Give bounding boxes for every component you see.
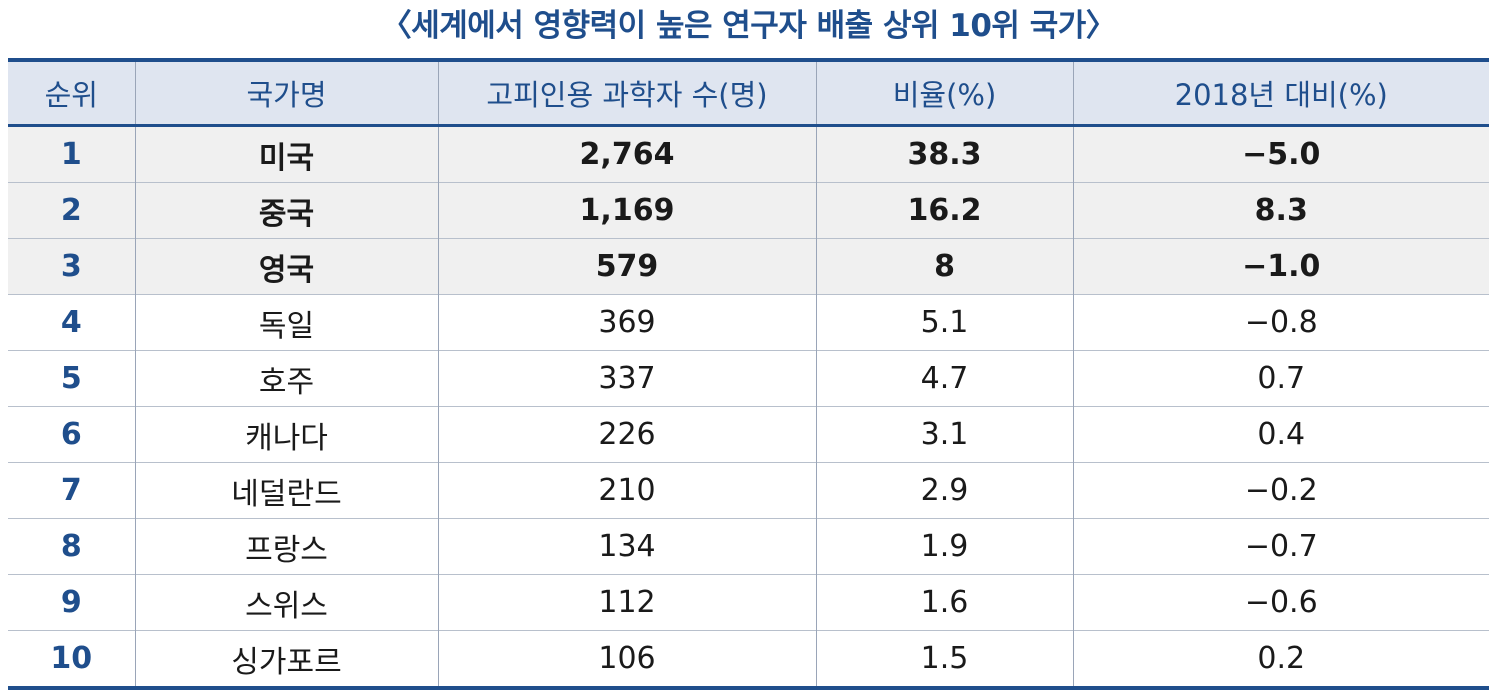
header-ratio: 비율(%): [815, 60, 1073, 127]
cell-change: 0.7: [1072, 350, 1489, 407]
header-change: 2018년 대비(%): [1072, 60, 1489, 127]
cell-country: 영국: [134, 238, 438, 295]
cell-ratio: 5.1: [815, 294, 1073, 351]
cell-rank: 7: [8, 462, 135, 519]
table-row: 5 호주 337 4.7 0.7: [8, 350, 1489, 407]
cell-rank: 2: [8, 182, 135, 239]
table-row: 10 싱가포르 106 1.5 0.2: [8, 630, 1489, 688]
ranking-table: 순위 국가명 고피인용 과학자 수(명) 비율(%) 2018년 대비(%) 1…: [8, 58, 1489, 690]
cell-count: 2,764: [437, 125, 816, 183]
cell-change: −0.8: [1072, 294, 1489, 351]
cell-rank: 5: [8, 350, 135, 407]
cell-country: 호주: [134, 350, 438, 407]
table-row: 8 프랑스 134 1.9 −0.7: [8, 518, 1489, 575]
cell-count: 1,169: [437, 182, 816, 239]
cell-country: 중국: [134, 182, 438, 239]
cell-count: 134: [437, 518, 816, 575]
cell-count: 226: [437, 406, 816, 463]
cell-change: −0.6: [1072, 574, 1489, 631]
table-row: 9 스위스 112 1.6 −0.6: [8, 574, 1489, 631]
cell-change: −1.0: [1072, 238, 1489, 295]
cell-count: 112: [437, 574, 816, 631]
cell-rank: 10: [8, 630, 135, 688]
table-row: 3 영국 579 8 −1.0: [8, 238, 1489, 295]
cell-ratio: 2.9: [815, 462, 1073, 519]
table-row: 4 독일 369 5.1 −0.8: [8, 294, 1489, 351]
table-header-row: 순위 국가명 고피인용 과학자 수(명) 비율(%) 2018년 대비(%): [8, 60, 1489, 127]
cell-change: 0.2: [1072, 630, 1489, 688]
header-count: 고피인용 과학자 수(명): [437, 60, 816, 127]
cell-change: −0.2: [1072, 462, 1489, 519]
cell-country: 네덜란드: [134, 462, 438, 519]
header-country: 국가명: [134, 60, 438, 127]
table-row: 6 캐나다 226 3.1 0.4: [8, 406, 1489, 463]
cell-change: −5.0: [1072, 125, 1489, 183]
table-body: 1 미국 2,764 38.3 −5.0 2 중국 1,169 16.2 8.3 3 영국 579 8 −1…: [8, 125, 1489, 688]
cell-country: 캐나다: [134, 406, 438, 463]
cell-rank: 1: [8, 125, 135, 183]
cell-country: 스위스: [134, 574, 438, 631]
table-row: 1 미국 2,764 38.3 −5.0: [8, 125, 1489, 183]
cell-country: 미국: [134, 125, 438, 183]
cell-ratio: 16.2: [815, 182, 1073, 239]
header-rank: 순위: [8, 60, 135, 127]
cell-ratio: 1.6: [815, 574, 1073, 631]
cell-ratio: 38.3: [815, 125, 1073, 183]
cell-count: 579: [437, 238, 816, 295]
cell-country: 독일: [134, 294, 438, 351]
cell-ratio: 3.1: [815, 406, 1073, 463]
cell-ratio: 1.9: [815, 518, 1073, 575]
cell-change: −0.7: [1072, 518, 1489, 575]
table-row: 7 네덜란드 210 2.9 −0.2: [8, 462, 1489, 519]
cell-change: 8.3: [1072, 182, 1489, 239]
cell-count: 210: [437, 462, 816, 519]
cell-rank: 4: [8, 294, 135, 351]
cell-rank: 8: [8, 518, 135, 575]
cell-count: 106: [437, 630, 816, 688]
cell-rank: 6: [8, 406, 135, 463]
cell-ratio: 4.7: [815, 350, 1073, 407]
cell-ratio: 1.5: [815, 630, 1073, 688]
cell-change: 0.4: [1072, 406, 1489, 463]
cell-country: 프랑스: [134, 518, 438, 575]
cell-count: 369: [437, 294, 816, 351]
table-row: 2 중국 1,169 16.2 8.3: [8, 182, 1489, 239]
table-title: 〈세계에서 영향력이 높은 연구자 배출 상위 10위 국가〉: [380, 8, 1117, 44]
cell-count: 337: [437, 350, 816, 407]
cell-rank: 9: [8, 574, 135, 631]
cell-rank: 3: [8, 238, 135, 295]
cell-country: 싱가포르: [134, 630, 438, 688]
cell-ratio: 8: [815, 238, 1073, 295]
